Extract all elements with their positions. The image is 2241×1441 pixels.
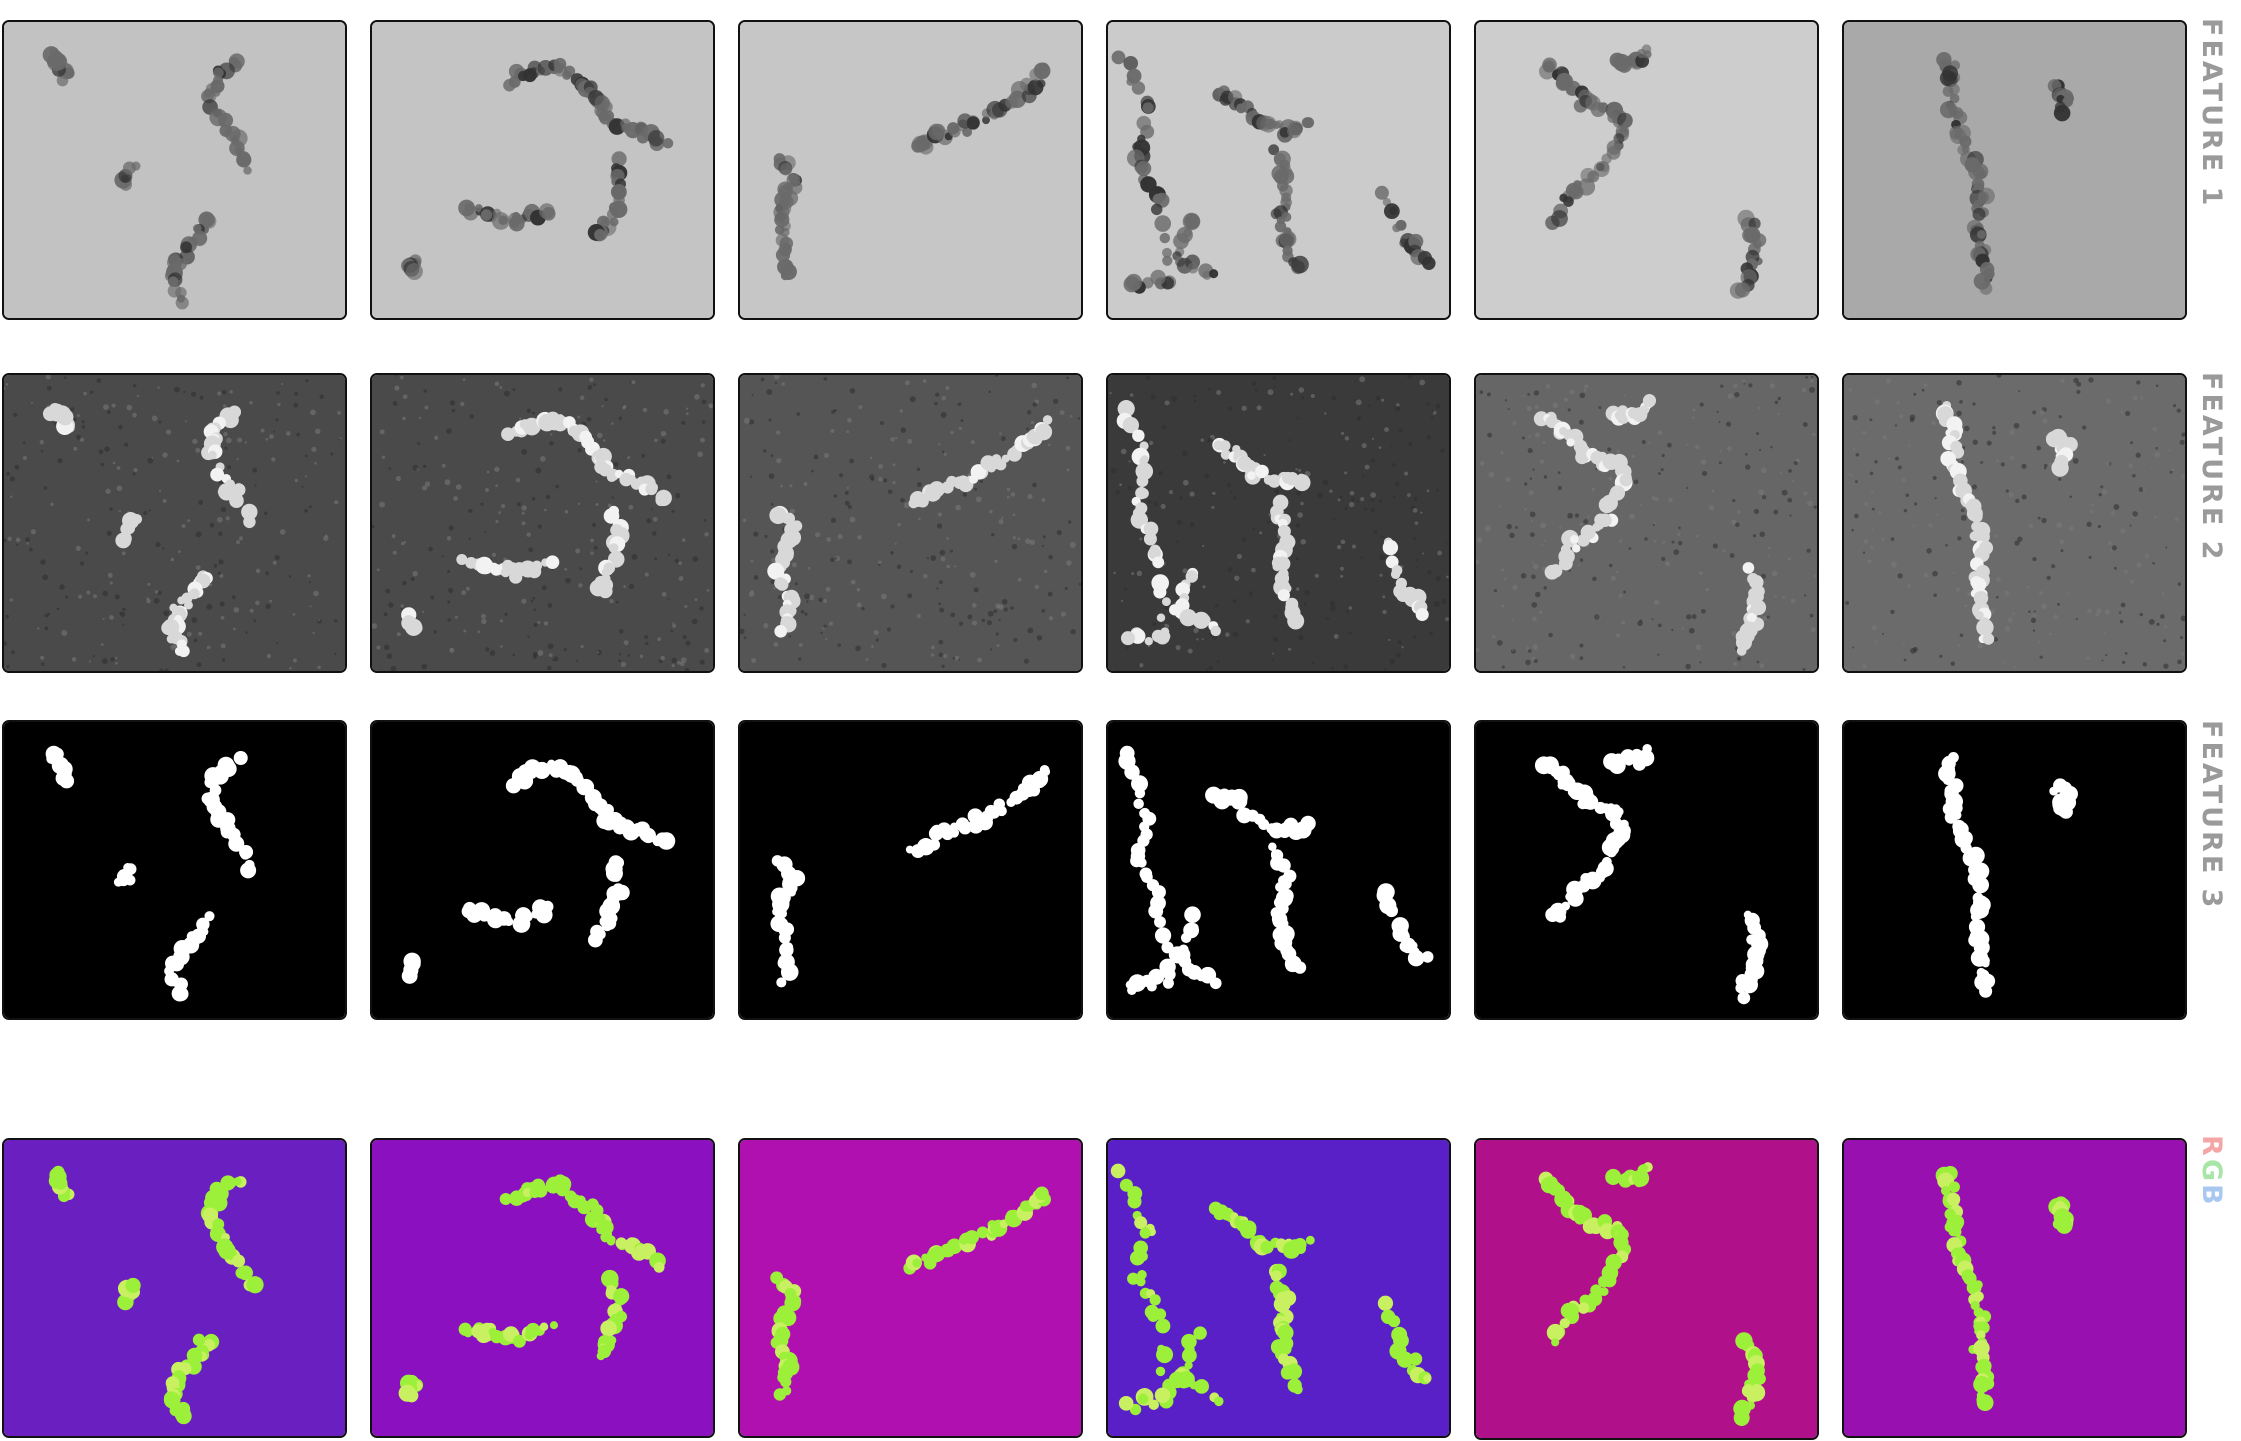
rgb-panel-4	[1106, 1138, 1451, 1438]
feature1-micrograph-3	[740, 22, 1081, 318]
feature3-micrograph-1	[4, 722, 345, 1018]
feature3-panel-3	[738, 720, 1083, 1020]
rgb-micrograph-2	[372, 1140, 713, 1436]
feature2-panel-3	[738, 373, 1083, 673]
feature1-panel-4	[1106, 20, 1451, 320]
feature1-micrograph-4	[1108, 22, 1449, 318]
row-label-feature1: FEATURE 1	[2196, 18, 2227, 209]
feature1-panel-6	[1842, 20, 2187, 320]
feature1-micrograph-6	[1844, 22, 2185, 318]
feature3-panel-4	[1106, 720, 1451, 1020]
row-label-rgb: RGB	[2196, 1135, 2227, 1208]
feature1-panel-3	[738, 20, 1083, 320]
rgb-label-g: G	[2196, 1158, 2227, 1184]
feature2-panel-2	[370, 373, 715, 673]
rgb-panel-1	[2, 1138, 347, 1438]
feature3-panel-6	[1842, 720, 2187, 1020]
feature3-micrograph-2	[372, 722, 713, 1018]
feature2-micrograph-1	[4, 375, 345, 671]
feature2-micrograph-4	[1108, 375, 1449, 671]
rgb-panel-6	[1842, 1138, 2187, 1438]
rgb-micrograph-3	[740, 1140, 1081, 1436]
feature1-micrograph-2	[372, 22, 713, 318]
row-label-feature2: FEATURE 2	[2196, 372, 2227, 563]
feature2-micrograph-6	[1844, 375, 2185, 671]
feature3-micrograph-3	[740, 722, 1081, 1018]
feature3-micrograph-4	[1108, 722, 1449, 1018]
rgb-label-r: R	[2196, 1135, 2227, 1159]
feature3-panel-5	[1474, 720, 1819, 1020]
row-label-feature3: FEATURE 3	[2196, 720, 2227, 911]
rgb-panel-3	[738, 1138, 1083, 1438]
feature2-panel-6	[1842, 373, 2187, 673]
feature3-panel-1	[2, 720, 347, 1020]
feature2-micrograph-2	[372, 375, 713, 671]
feature2-panel-4	[1106, 373, 1451, 673]
feature1-panel-1	[2, 20, 347, 320]
feature2-micrograph-5	[1476, 375, 1817, 671]
feature2-panel-5	[1474, 373, 1819, 673]
rgb-micrograph-4	[1108, 1140, 1449, 1436]
feature1-panel-2	[370, 20, 715, 320]
feature3-micrograph-6	[1844, 722, 2185, 1018]
rgb-panel-5	[1474, 1138, 1819, 1440]
rgb-micrograph-5	[1476, 1140, 1817, 1438]
feature1-panel-5	[1474, 20, 1819, 320]
rgb-label-b: B	[2196, 1183, 2227, 1208]
rgb-micrograph-6	[1844, 1140, 2185, 1436]
rgb-micrograph-1	[4, 1140, 345, 1436]
feature3-panel-2	[370, 720, 715, 1020]
feature1-micrograph-1	[4, 22, 345, 318]
feature3-micrograph-5	[1476, 722, 1817, 1018]
rgb-panel-2	[370, 1138, 715, 1438]
feature2-micrograph-3	[740, 375, 1081, 671]
feature1-micrograph-5	[1476, 22, 1817, 318]
feature2-panel-1	[2, 373, 347, 673]
